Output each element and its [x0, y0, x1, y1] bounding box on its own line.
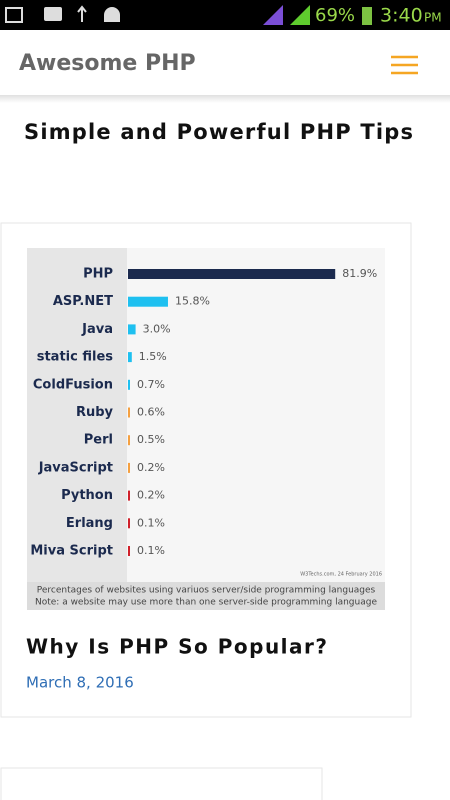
- page-title: Simple and Powerful PHP Tips: [24, 120, 414, 144]
- value-label: 0.5%: [137, 433, 165, 446]
- bar: [128, 435, 130, 446]
- icon-usb: [77, 5, 87, 22]
- icon-gallery: [5, 7, 23, 23]
- category-label: static files: [37, 350, 114, 365]
- icon-android: [104, 7, 120, 22]
- bar: [128, 490, 130, 501]
- signal-1: [263, 5, 283, 25]
- bar: [128, 296, 168, 307]
- chart-source: W3Techs.com, 24 February 2016: [300, 572, 382, 578]
- chart-caption: Percentages of websites using variuos se…: [37, 586, 376, 596]
- chart-caption-band: [27, 582, 385, 610]
- value-label: 1.5%: [139, 350, 167, 363]
- bar: [128, 407, 130, 418]
- value-label: 81.9%: [342, 267, 377, 280]
- category-label: Perl: [84, 433, 113, 448]
- menu-button[interactable]: [391, 55, 418, 75]
- category-label: JavaScript: [38, 460, 113, 475]
- value-label: 3.0%: [143, 322, 171, 335]
- value-label: 15.8%: [175, 295, 210, 308]
- category-label: Java: [81, 322, 113, 337]
- bar: [128, 269, 336, 279]
- clock-ampm: PM: [424, 11, 442, 25]
- value-label: 0.6%: [137, 406, 165, 419]
- chart-label-panel: [27, 248, 127, 582]
- category-label: Erlang: [66, 516, 113, 531]
- bar: [128, 518, 130, 529]
- category-label: PHP: [83, 267, 113, 282]
- category-label: Miva Script: [30, 544, 113, 559]
- category-label: ASP.NET: [53, 294, 113, 309]
- category-label: ColdFusion: [33, 377, 113, 392]
- value-label: 0.1%: [137, 516, 165, 529]
- chart-rows: PHP 81.9% ASP.NET 15.8% Java 3.0% static files…: [30, 267, 377, 559]
- bar: [128, 462, 130, 473]
- value-label: 0.7%: [137, 378, 165, 391]
- site-title[interactable]: Awesome PHP: [19, 51, 196, 76]
- status-bar: [0, 0, 450, 30]
- value-label: 0.2%: [137, 461, 165, 474]
- category-label: Ruby: [76, 405, 114, 420]
- post-title[interactable]: Why Is PHP So Popular?: [26, 635, 329, 659]
- clock: 3:40: [380, 5, 423, 27]
- value-label: 0.1%: [137, 544, 165, 557]
- value-label: 0.2%: [137, 489, 165, 502]
- battery-percent: 69%: [315, 5, 355, 26]
- battery-icon: [362, 7, 372, 25]
- category-label: Python: [61, 488, 113, 503]
- signal-2: [290, 5, 310, 25]
- header-shadow: [0, 95, 450, 103]
- chart-note: Note: a website may use more than one se…: [35, 598, 377, 608]
- bar: [128, 379, 130, 390]
- bar: [128, 546, 130, 556]
- bar: [128, 352, 132, 363]
- icon-message: [44, 7, 62, 21]
- next-card[interactable]: [0, 767, 323, 800]
- post-date[interactable]: March 8, 2016: [26, 674, 134, 692]
- bar: [128, 324, 136, 335]
